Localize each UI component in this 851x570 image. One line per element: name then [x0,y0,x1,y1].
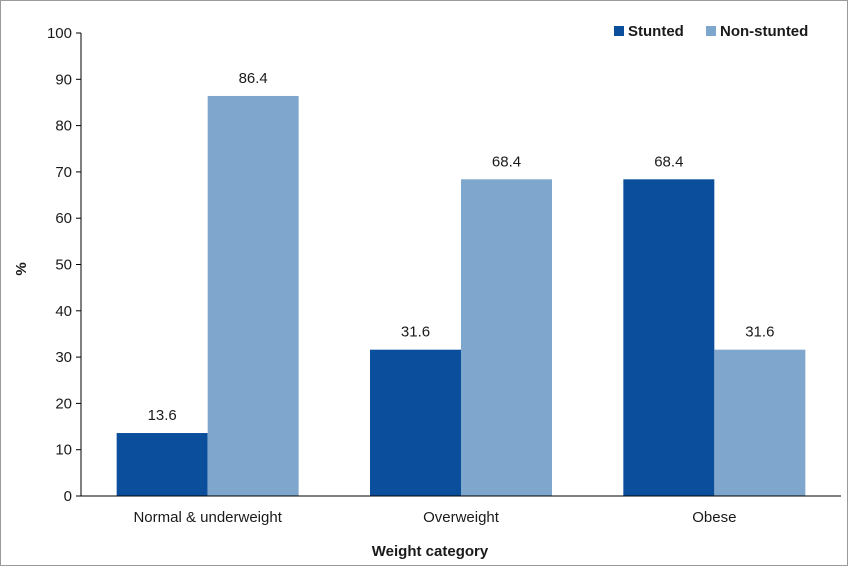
y-axis-title: % [13,262,30,275]
y-tick-label: 10 [55,442,72,459]
bar-non-stunted [207,95,299,496]
y-tick-label: 0 [64,488,72,505]
y-tick-label: 20 [55,395,72,412]
value-label-non-stunted: 68.4 [492,153,521,170]
bar-stunted [116,433,208,496]
bar-stunted [370,349,461,496]
x-category-label: Normal & underweight [133,509,282,526]
y-tick-label: 70 [55,164,72,181]
bar-non-stunted [714,349,806,496]
legend-label-non-stunted: Non-stunted [720,23,808,40]
x-axis-categories: Normal & underweight Overweight Obese [133,509,736,526]
x-axis-title: Weight category [372,543,489,560]
axes [80,33,841,497]
y-tick-label: 90 [55,71,72,88]
legend: Stunted Non-stunted [614,23,808,40]
value-label-stunted: 31.6 [401,324,430,341]
value-label-stunted: 68.4 [654,153,683,170]
y-tick-label: 30 [55,349,72,366]
bars [116,95,806,497]
bar-non-stunted [461,179,552,497]
value-label-non-stunted: 86.4 [239,70,268,87]
value-label-non-stunted: 31.6 [745,324,774,341]
value-labels: 13.6 86.4 31.6 68.4 68.4 31.6 [148,70,775,424]
bar-stunted [623,179,715,497]
legend-swatch-stunted [614,26,624,36]
y-tick-label: 50 [55,257,72,274]
y-tick-label: 80 [55,118,72,135]
y-tick-label: 60 [55,210,72,227]
legend-swatch-non-stunted [706,26,716,36]
y-tick-label: 40 [55,303,72,320]
x-category-label: Overweight [423,509,500,526]
y-axis-ticks: 0 10 20 30 40 50 60 70 80 90 100 [47,25,81,505]
x-category-label: Obese [692,509,736,526]
legend-label-stunted: Stunted [628,23,684,40]
y-tick-label: 100 [47,25,72,42]
value-label-stunted: 13.6 [148,407,177,424]
